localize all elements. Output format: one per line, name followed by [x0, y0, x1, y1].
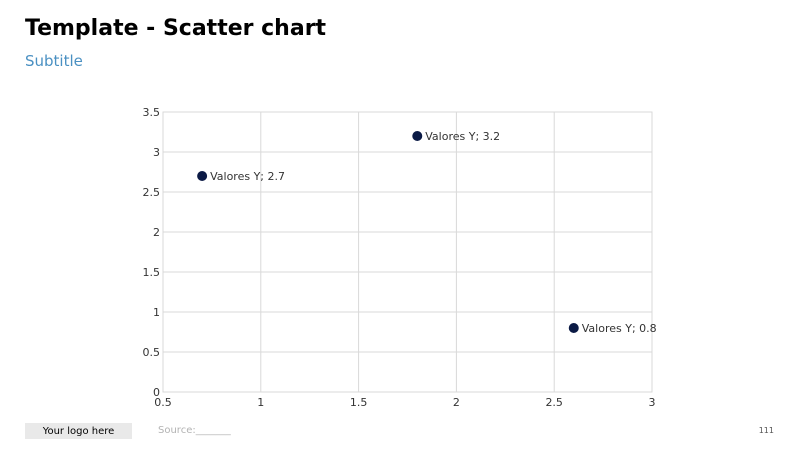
logo-placeholder: Your logo here — [25, 423, 132, 439]
data-label: Valores Y; 2.7 — [210, 170, 285, 183]
page-subtitle: Subtitle — [25, 52, 83, 70]
y-tick-label: 1 — [153, 306, 160, 319]
data-point — [197, 171, 208, 181]
data-label: Valores Y; 3.2 — [425, 130, 500, 143]
logo-label: Your logo here — [42, 425, 115, 437]
y-tick-label: 0 — [153, 386, 160, 399]
data-point — [412, 131, 423, 141]
x-tick-label: 3 — [649, 396, 656, 409]
x-tick-label: 2.5 — [545, 396, 563, 409]
source-note: Source:_______ — [158, 425, 231, 436]
x-tick-label: 1.5 — [350, 396, 368, 409]
y-tick-label: 0.5 — [143, 346, 161, 359]
data-label: Valores Y; 0.8 — [582, 322, 657, 335]
y-tick-label: 2.5 — [143, 186, 161, 199]
page-number: 111 — [758, 426, 774, 435]
x-tick-label: 0.5 — [154, 396, 172, 409]
page-title: Template - Scatter chart — [25, 16, 327, 41]
y-tick-label: 2 — [153, 226, 160, 239]
y-tick-label: 1.5 — [143, 266, 161, 279]
x-tick-label: 2 — [453, 396, 460, 409]
x-tick-label: 1 — [257, 396, 264, 409]
y-tick-label: 3.5 — [143, 106, 161, 119]
data-point — [568, 323, 579, 333]
y-tick-label: 3 — [153, 146, 160, 159]
plot-frame — [162, 111, 653, 393]
